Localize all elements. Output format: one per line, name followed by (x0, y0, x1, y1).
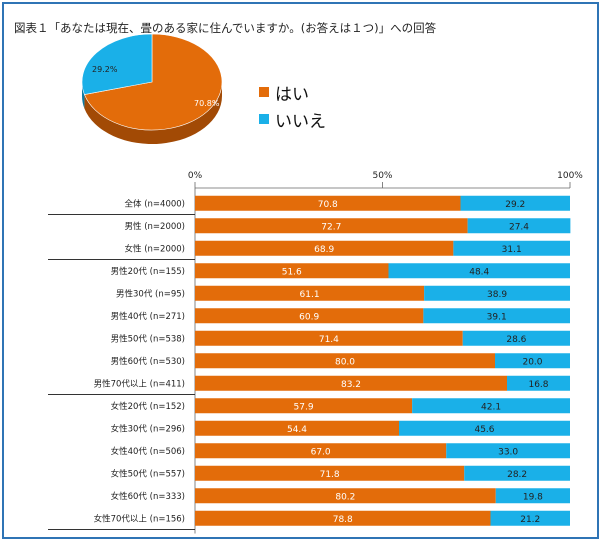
figure-frame (2, 2, 599, 539)
bar-no (490, 510, 570, 526)
bar-label-no: 48.4 (469, 267, 489, 277)
bar-yes (195, 195, 461, 211)
bar-label-no: 42.1 (481, 402, 501, 412)
pie-label-no: 29.2% (92, 65, 118, 74)
category-label: 女性 (n=2000) (125, 243, 185, 254)
bar-yes (195, 263, 389, 279)
bar-yes (195, 510, 491, 526)
bar-no (446, 443, 570, 459)
bar-yes (195, 375, 507, 391)
bar-label-no: 33.0 (498, 447, 518, 457)
x-tick-label: 50% (372, 171, 392, 181)
bar-no (467, 218, 571, 234)
x-tick-label: 100% (557, 171, 583, 181)
category-label: 男性50代 (n=538) (111, 333, 185, 344)
bar-label-yes: 68.9 (314, 245, 334, 255)
bar-yes (195, 330, 463, 346)
bar-no (507, 375, 570, 391)
category-label: 女性20代 (n=152) (111, 401, 185, 412)
bar-yes (195, 353, 495, 369)
bar-no (399, 420, 570, 436)
bar-label-no: 39.1 (487, 312, 507, 322)
bar-no (460, 195, 570, 211)
bar-no (388, 263, 570, 279)
bar-label-no: 31.1 (502, 245, 522, 255)
bar-label-yes: 57.9 (294, 402, 314, 412)
bar-label-no: 20.0 (522, 357, 542, 367)
bar-no (495, 353, 570, 369)
category-label: 男性20代 (n=155) (111, 266, 185, 277)
bar-yes (195, 240, 454, 256)
category-label: 男性 (n=2000) (125, 221, 185, 232)
bar-no (495, 488, 570, 504)
legend-swatch-no (259, 114, 269, 124)
category-label: 全体 (n=4000) (125, 198, 185, 209)
bar-label-no: 28.6 (506, 335, 526, 345)
bar-label-no: 38.9 (487, 290, 507, 300)
bar-yes (195, 465, 465, 481)
bar-label-yes: 60.9 (299, 312, 319, 322)
bar-label-no: 27.4 (509, 222, 529, 232)
pie-slice-no (81, 33, 153, 95)
bar-yes (195, 443, 447, 459)
pie-side-yes (84, 82, 223, 144)
legend-swatch-yes (259, 87, 269, 97)
bar-label-no: 19.8 (523, 492, 543, 502)
bar-label-no: 21.2 (520, 515, 540, 525)
bar-label-yes: 80.2 (335, 492, 355, 502)
bar-label-no: 29.2 (505, 200, 525, 210)
bar-label-yes: 71.4 (319, 335, 339, 345)
bar-label-yes: 67.0 (311, 447, 331, 457)
bar-yes (195, 285, 425, 301)
bar-yes (195, 308, 424, 324)
bar-no (464, 465, 570, 481)
bar-label-yes: 71.8 (320, 470, 340, 480)
bar-label-yes: 70.8 (318, 200, 338, 210)
bar-label-yes: 83.2 (341, 380, 361, 390)
category-label: 男性30代 (n=95) (116, 288, 185, 299)
bar-label-no: 45.6 (474, 425, 494, 435)
bar-no (412, 398, 570, 414)
bar-label-no: 28.2 (507, 470, 527, 480)
category-label: 女性50代 (n=557) (111, 468, 185, 479)
bar-no (462, 330, 570, 346)
bar-label-yes: 80.0 (335, 357, 355, 367)
x-tick-label: 0% (188, 171, 203, 181)
bar-label-yes: 78.8 (333, 515, 353, 525)
category-label: 女性40代 (n=506) (111, 446, 185, 457)
figure-title: 図表１「あなたは現在、畳のある家に住んでいますか。(お答えは１つ)」への回答 (14, 21, 437, 35)
bar-label-no: 16.8 (528, 380, 548, 390)
bar-no (453, 240, 570, 256)
bar-label-yes: 51.6 (282, 267, 302, 277)
bar-label-yes: 54.4 (287, 425, 307, 435)
category-label: 男性60代 (n=530) (111, 356, 185, 367)
bar-yes (195, 398, 413, 414)
category-label: 男性70代以上 (n=411) (94, 378, 185, 389)
category-label: 女性60代 (n=333) (111, 491, 185, 502)
bar-label-yes: 61.1 (300, 290, 320, 300)
bar-yes (195, 420, 399, 436)
legend-label-yes: はい (275, 85, 309, 105)
category-label: 女性30代 (n=296) (111, 423, 185, 434)
bar-no (423, 308, 570, 324)
legend-label-no: いいえ (275, 112, 326, 132)
pie-slice-yes (84, 33, 223, 131)
category-label: 女性70代以上 (n=156) (94, 513, 185, 524)
bar-label-yes: 72.7 (321, 222, 341, 232)
pie-label-yes: 70.8% (194, 99, 220, 108)
bar-yes (195, 488, 496, 504)
bar-yes (195, 218, 468, 234)
category-label: 男性40代 (n=271) (111, 311, 185, 322)
bar-no (424, 285, 570, 301)
